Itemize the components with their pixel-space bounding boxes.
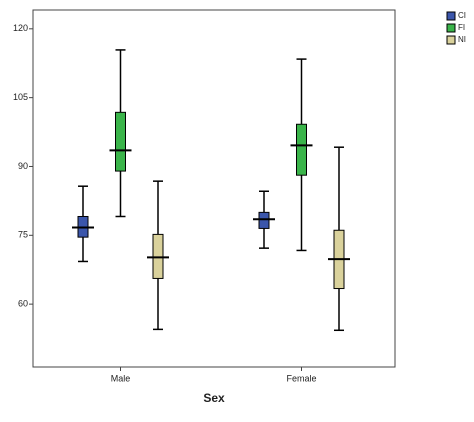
plot-frame: [32, 9, 396, 368]
y-tick-label: 60: [18, 299, 28, 309]
box: [296, 123, 307, 176]
y-tick-label: 120: [13, 23, 28, 33]
legend-swatch: [446, 11, 456, 21]
box: [258, 211, 270, 229]
box: [115, 111, 126, 172]
x-tick-label: Female: [286, 373, 316, 383]
legend-label: CI: [458, 11, 466, 20]
y-tick-label: 90: [18, 161, 28, 171]
legend-swatch: [446, 23, 456, 33]
x-axis-label: Sex: [203, 391, 225, 405]
legend-swatch: [446, 35, 456, 45]
x-tick-label: Male: [111, 373, 131, 383]
legend-label: NI: [458, 35, 466, 44]
y-tick-label: 105: [13, 92, 28, 102]
legend-label: FI: [458, 23, 465, 32]
y-tick-label: 75: [18, 230, 28, 240]
